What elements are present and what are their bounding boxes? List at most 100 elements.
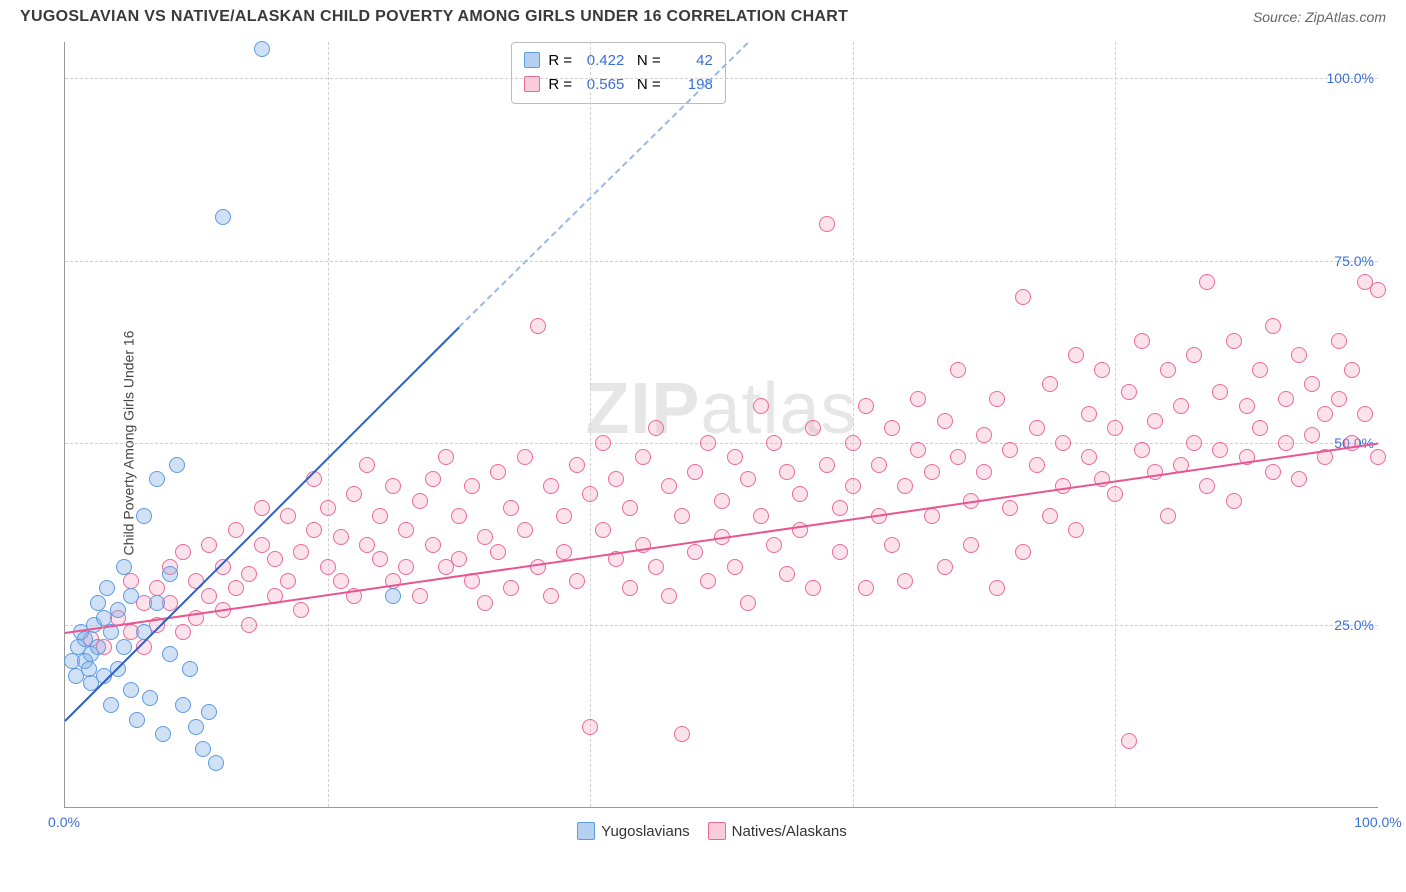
scatter-point-pink	[464, 478, 480, 494]
scatter-point-blue	[208, 755, 224, 771]
scatter-point-pink	[845, 478, 861, 494]
scatter-point-pink	[175, 624, 191, 640]
stat-n-label: N =	[637, 52, 665, 69]
scatter-point-pink	[1015, 544, 1031, 560]
scatter-point-pink	[385, 478, 401, 494]
scatter-point-pink	[595, 522, 611, 538]
scatter-point-blue	[175, 697, 191, 713]
scatter-point-pink	[1068, 347, 1084, 363]
scatter-point-pink	[845, 435, 861, 451]
scatter-point-pink	[1212, 384, 1228, 400]
scatter-point-pink	[201, 588, 217, 604]
scatter-point-pink	[1121, 733, 1137, 749]
scatter-point-pink	[503, 500, 519, 516]
chart-area: Child Poverty Among Girls Under 16 ZIPat…	[20, 38, 1386, 848]
scatter-point-pink	[687, 464, 703, 480]
legend-swatch-blue	[577, 822, 595, 840]
scatter-point-blue	[103, 697, 119, 713]
watermark: ZIPatlas	[585, 368, 857, 450]
scatter-point-pink	[1291, 347, 1307, 363]
scatter-point-pink	[635, 449, 651, 465]
scatter-point-pink	[976, 464, 992, 480]
scatter-point-blue	[149, 595, 165, 611]
scatter-point-pink	[963, 537, 979, 553]
scatter-point-pink	[1029, 457, 1045, 473]
scatter-point-pink	[805, 420, 821, 436]
scatter-point-pink	[280, 573, 296, 589]
scatter-point-pink	[989, 580, 1005, 596]
x-tick-label: 100.0%	[1354, 814, 1401, 830]
scatter-point-pink	[1212, 442, 1228, 458]
scatter-point-pink	[1147, 413, 1163, 429]
scatter-point-pink	[503, 580, 519, 596]
scatter-point-pink	[1186, 347, 1202, 363]
gridline-v	[590, 42, 591, 807]
scatter-point-pink	[175, 544, 191, 560]
scatter-point-pink	[543, 588, 559, 604]
scatter-point-pink	[241, 566, 257, 582]
scatter-point-pink	[1160, 508, 1176, 524]
gridline-h	[65, 78, 1378, 79]
scatter-point-pink	[727, 559, 743, 575]
scatter-point-pink	[451, 551, 467, 567]
y-tick-label: 100.0%	[1327, 70, 1374, 86]
scatter-point-pink	[425, 471, 441, 487]
scatter-point-pink	[477, 529, 493, 545]
scatter-point-pink	[1068, 522, 1084, 538]
stat-r-value: 0.422	[576, 49, 624, 73]
scatter-point-pink	[648, 559, 664, 575]
scatter-point-pink	[871, 457, 887, 473]
scatter-point-blue	[129, 712, 145, 728]
scatter-point-pink	[346, 486, 362, 502]
scatter-point-pink	[477, 595, 493, 611]
scatter-point-pink	[753, 508, 769, 524]
scatter-point-pink	[1186, 435, 1202, 451]
scatter-point-pink	[306, 522, 322, 538]
scatter-point-pink	[1160, 362, 1176, 378]
scatter-point-pink	[1081, 449, 1097, 465]
scatter-point-pink	[648, 420, 664, 436]
scatter-point-pink	[950, 362, 966, 378]
scatter-point-blue	[110, 602, 126, 618]
scatter-point-pink	[398, 559, 414, 575]
scatter-point-pink	[228, 522, 244, 538]
scatter-point-pink	[1134, 442, 1150, 458]
scatter-point-pink	[1370, 282, 1386, 298]
scatter-point-pink	[661, 478, 677, 494]
scatter-point-pink	[201, 537, 217, 553]
scatter-point-pink	[1226, 493, 1242, 509]
scatter-point-pink	[1042, 508, 1058, 524]
bottom-legend: YugoslaviansNatives/Alaskans	[20, 822, 1386, 840]
scatter-point-pink	[582, 719, 598, 735]
scatter-point-pink	[1278, 391, 1294, 407]
scatter-point-blue	[142, 690, 158, 706]
scatter-point-pink	[1370, 449, 1386, 465]
scatter-point-pink	[320, 559, 336, 575]
scatter-point-pink	[674, 508, 690, 524]
scatter-point-pink	[543, 478, 559, 494]
scatter-point-pink	[1002, 442, 1018, 458]
gridline-v	[853, 42, 854, 807]
scatter-point-pink	[1265, 318, 1281, 334]
scatter-point-pink	[582, 486, 598, 502]
scatter-point-pink	[438, 449, 454, 465]
scatter-point-pink	[700, 573, 716, 589]
gridline-h	[65, 261, 1378, 262]
scatter-point-pink	[1252, 362, 1268, 378]
scatter-point-pink	[1173, 398, 1189, 414]
scatter-point-pink	[924, 464, 940, 480]
scatter-point-pink	[1134, 333, 1150, 349]
scatter-point-blue	[201, 704, 217, 720]
stats-row: R = 0.565 N = 198	[524, 73, 712, 97]
scatter-point-pink	[372, 551, 388, 567]
scatter-point-pink	[517, 449, 533, 465]
scatter-point-blue	[195, 741, 211, 757]
scatter-point-pink	[884, 537, 900, 553]
scatter-point-blue	[136, 508, 152, 524]
stat-n-value: 42	[665, 49, 713, 73]
scatter-point-pink	[1344, 362, 1360, 378]
scatter-point-pink	[779, 566, 795, 582]
scatter-point-blue	[385, 588, 401, 604]
scatter-point-pink	[530, 318, 546, 334]
scatter-point-pink	[241, 617, 257, 633]
